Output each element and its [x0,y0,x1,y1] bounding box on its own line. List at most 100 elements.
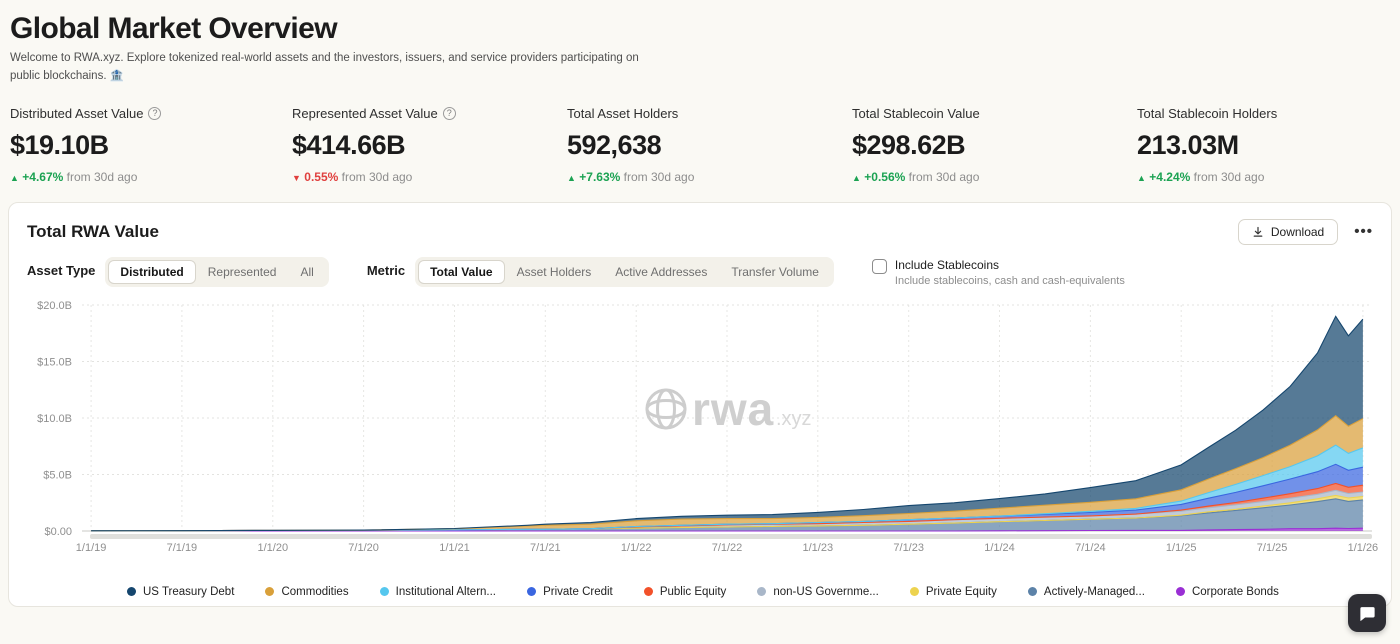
metric-total-value[interactable]: Total Value [418,259,505,284]
metric-transfer-volume[interactable]: Transfer Volume [719,260,831,284]
download-button[interactable]: Download [1237,218,1339,245]
asset-type-distributed[interactable]: Distributed [108,259,196,284]
download-icon [1253,226,1263,237]
svg-text:1/1/20: 1/1/20 [258,542,289,554]
delta-arrow-icon: ▲ [567,172,576,183]
stat-total-stablecoin-value: Total Stablecoin Value $298.62B ▲ +0.56%… [852,106,1137,184]
svg-text:rwa: rwa [692,383,774,435]
svg-text:7/1/24: 7/1/24 [1075,542,1106,554]
card-title: Total RWA Value [27,221,159,241]
legend-item[interactable]: US Treasury Debt [127,586,234,598]
legend-item[interactable]: non-US Governme... [757,585,879,598]
svg-text:$20.0B: $20.0B [37,300,72,312]
metric-asset-holders[interactable]: Asset Holders [505,260,604,284]
metric-group: Metric Total Value Asset Holders Active … [366,256,834,287]
svg-text:7/1/23: 7/1/23 [893,542,924,554]
svg-text:7/1/25: 7/1/25 [1257,542,1288,554]
info-icon[interactable] [442,106,456,120]
area-series [91,498,1363,531]
svg-text:1/1/24: 1/1/24 [984,542,1015,554]
delta-arrow-icon: ▲ [852,172,861,183]
delta-arrow-icon: ▲ [1137,172,1146,183]
legend-item[interactable]: Public Equity [643,585,727,598]
total-rwa-value-card: Total RWA Value Download ••• Asset Type … [8,201,1392,607]
legend-dot-icon [1175,587,1185,597]
stats-row: Distributed Asset Value $19.10B ▲ +4.67%… [0,86,1400,184]
svg-text:1/1/26: 1/1/26 [1348,542,1379,554]
legend-label: Actively-Managed... [1043,585,1145,598]
legend-item[interactable]: Corporate Bonds [1175,585,1279,598]
chart-legend: US Treasury Debt Commodities Institutional… [9,584,1391,598]
asset-type-all[interactable]: All [288,260,325,284]
legend-dot-icon [757,587,767,597]
page-subtitle: Welcome to RWA.xyz. Explore tokenized re… [10,52,639,82]
stat-value: 592,638 [567,129,662,160]
legend-label: US Treasury Debt [143,585,235,598]
legend-dot-icon [379,587,389,597]
stat-delta: ▲ +0.56% from 30d ago [852,169,980,184]
card-header: Total RWA Value Download ••• [9,203,1391,253]
legend-dot-icon [1027,587,1037,597]
include-stablecoins-label: Include Stablecoins [894,257,999,272]
legend-label: non-US Governme... [773,585,879,598]
legend-item[interactable]: Private Equity [909,585,997,598]
include-stablecoins-sublabel: Include stablecoins, cash and cash-equiv… [894,274,1125,287]
svg-text:$15.0B: $15.0B [37,356,72,368]
legend-dot-icon [265,587,275,597]
legend-label: Corporate Bonds [1191,585,1279,598]
svg-text:.xyz: .xyz [776,408,812,430]
chat-bubble-icon [1359,606,1375,621]
stat-delta: ▲ +4.67% from 30d ago [10,169,138,184]
stat-value: $414.66B [292,129,406,160]
chart-controls: Asset Type Distributed Represented All M… [9,253,1391,289]
total-rwa-value-chart[interactable]: 1/1/19 7/1/19 1/1/20 7/1/20 1/1/21 7/1/21 1/1/… [18,297,1382,579]
stat-represented-asset-value: Represented Asset Value $414.66B ▼ 0.55%… [292,106,567,184]
stat-value: $298.62B [852,129,966,160]
legend-label: Institutional Altern... [395,585,497,598]
svg-text:1/1/22: 1/1/22 [621,542,652,554]
info-icon[interactable] [148,106,162,120]
legend-label: Public Equity [659,585,727,598]
stat-distributed-asset-value: Distributed Asset Value $19.10B ▲ +4.67%… [10,106,292,184]
metric-segmented-control: Total Value Asset Holders Active Address… [415,256,834,287]
svg-text:1/1/25: 1/1/25 [1166,542,1197,554]
include-stablecoins-group: Include Stablecoins Include stablecoins,… [871,257,1125,287]
legend-dot-icon [643,587,653,597]
stat-value: 213.03M [1137,129,1239,160]
svg-text:$0.00: $0.00 [44,526,72,538]
rwa-watermark: rwa .xyz [645,383,812,435]
stat-total-stablecoin-holders: Total Stablecoin Holders 213.03M ▲ +4.24… [1137,106,1400,184]
svg-text:1/1/21: 1/1/21 [439,542,470,554]
asset-type-group: Asset Type Distributed Represented All [27,256,329,287]
legend-item[interactable]: Commodities [265,586,349,598]
metric-active-addresses[interactable]: Active Addresses [603,260,719,284]
svg-text:7/1/20: 7/1/20 [348,542,379,554]
delta-arrow-icon: ▼ [292,172,301,183]
svg-text:7/1/21: 7/1/21 [530,542,561,554]
svg-text:$10.0B: $10.0B [37,413,72,425]
legend-item[interactable]: Actively-Managed... [1027,585,1145,598]
svg-text:1/1/23: 1/1/23 [803,542,834,554]
stat-delta: ▲ +4.24% from 30d ago [1137,169,1265,184]
include-stablecoins-checkbox[interactable] [871,258,887,274]
chat-widget-button[interactable] [1348,594,1386,632]
asset-type-represented[interactable]: Represented [196,260,289,284]
delta-arrow-icon: ▲ [10,172,19,183]
metric-label: Metric [366,262,406,278]
chart-scrubber[interactable] [90,533,1372,539]
more-options-button[interactable]: ••• [1354,223,1373,241]
legend-item[interactable]: Private Credit [527,586,613,598]
svg-text:7/1/19: 7/1/19 [167,542,198,554]
legend-dot-icon [909,587,919,597]
chart-area: 1/1/19 7/1/19 1/1/20 7/1/20 1/1/21 7/1/21 1/1/… [9,289,1391,584]
legend-item[interactable]: Institutional Altern... [379,585,497,598]
asset-type-label: Asset Type [27,262,96,278]
legend-label: Private Equity [925,585,997,598]
asset-type-segmented-control: Distributed Represented All [105,256,329,287]
stat-value: $19.10B [10,129,109,160]
legend-label: Private Credit [543,585,613,598]
legend-dot-icon [527,587,537,597]
area-series [91,527,1363,531]
svg-text:7/1/22: 7/1/22 [712,542,743,554]
stat-total-asset-holders: Total Asset Holders 592,638 ▲ +7.63% fro… [567,106,852,184]
